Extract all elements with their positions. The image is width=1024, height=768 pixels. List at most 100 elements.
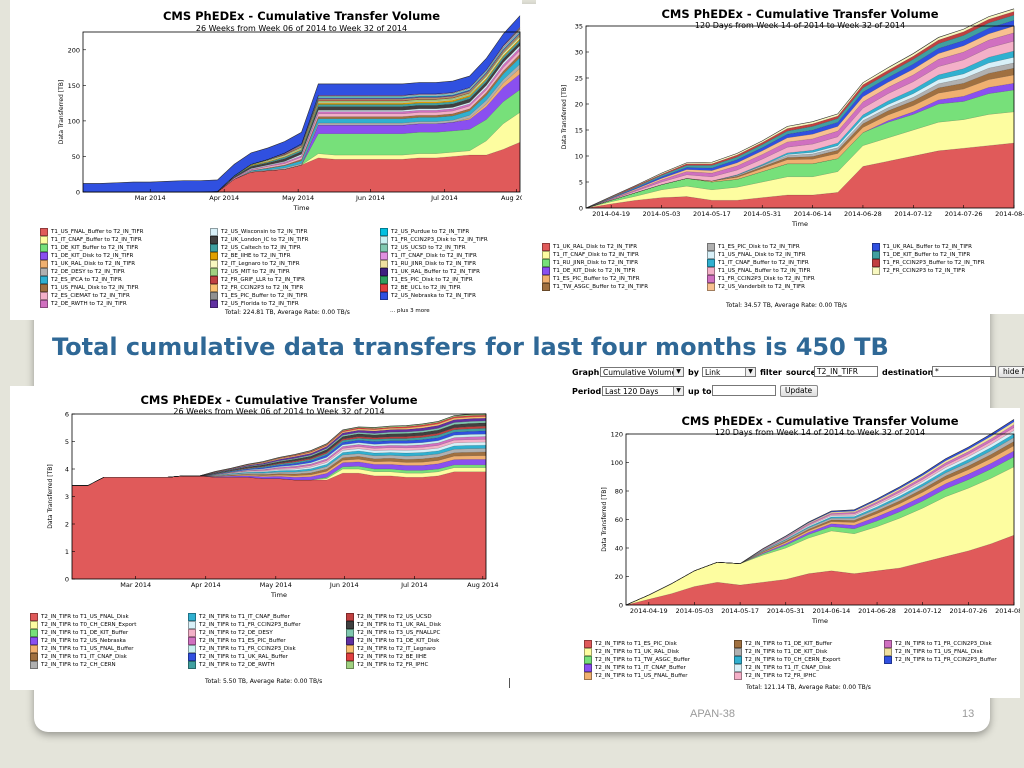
legend-label: T2_IN_TIFR to T1_FR_CCIN2P3_Disk bbox=[199, 646, 296, 652]
by-select-value: Link bbox=[705, 368, 721, 377]
legend-item: T2_IN_TIFR to T1_IT_CNAF_Buffer bbox=[584, 664, 686, 672]
y-tick-label: 30 bbox=[575, 49, 583, 57]
by-select[interactable]: Link ▼ bbox=[702, 367, 756, 377]
legend-label: T1_UK_RAL_Buffer to T2_IN_TIFR bbox=[883, 244, 972, 250]
legend-item: T1_US_FNAL_Disk to T2_IN_TIFR bbox=[40, 284, 139, 292]
legend-swatch bbox=[584, 656, 592, 664]
legend-swatch bbox=[380, 252, 388, 260]
legend-item: T1_UK_RAL_Disk to T2_IN_TIFR bbox=[40, 260, 135, 268]
legend-swatch bbox=[210, 292, 218, 300]
legend-label: T1_FR_CCIN2P3_Disk to T2_IN_TIFR bbox=[718, 276, 815, 282]
legend-item: T1_FR_CCIN2P3_Buffer to T2_IN_TIFR bbox=[872, 259, 985, 267]
query-form: Graph Cumulative Volume ▼ by Link ▼ filt… bbox=[570, 366, 1024, 406]
legend-swatch bbox=[380, 292, 388, 300]
legend-item: T2_IN_TIFR to T1_ES_PIC_Buffer bbox=[188, 637, 286, 645]
legend-swatch bbox=[542, 243, 550, 251]
slide-headline: Total cumulative data transfers for last… bbox=[52, 333, 889, 361]
upto-input[interactable] bbox=[712, 385, 776, 396]
legend-swatch bbox=[40, 268, 48, 276]
legend-label: T2_IN_TIFR to T1_US_FNAL_Buffer bbox=[595, 673, 688, 679]
legend-swatch bbox=[30, 629, 38, 637]
series-area-10 bbox=[625, 427, 1015, 606]
update-button[interactable]: Update bbox=[780, 385, 818, 397]
legend-label: T1_US_FNAL_Buffer to T2_IN_TIFR bbox=[51, 229, 144, 235]
legend-swatch bbox=[542, 283, 550, 291]
period-label: Period bbox=[572, 387, 602, 396]
y-tick-label: 6 bbox=[65, 411, 69, 419]
legend-swatch bbox=[188, 653, 196, 661]
source-input[interactable]: T2_IN_TIFR bbox=[814, 366, 878, 377]
x-tick-label: 2014-06-14 bbox=[813, 607, 851, 615]
legend-item: T1_FR_CCIN2P3_Disk to T2_IN_TIFR bbox=[707, 275, 815, 283]
y-tick-label: 120 bbox=[611, 431, 623, 439]
legend-label: T1_DE_KIT_Disk to T2_IN_TIFR bbox=[51, 253, 134, 259]
legend-item: T2_FR_CCIN2P3 to T2_IN_TIFR bbox=[210, 284, 303, 292]
legend-item: T2_IN_TIFR to T1_ES_PIC_Disk bbox=[584, 640, 677, 648]
legend-swatch bbox=[734, 672, 742, 680]
chart-title: CMS PhEDEx - Cumulative Transfer Volume bbox=[163, 9, 440, 23]
x-tick-label: Jul 2014 bbox=[400, 581, 427, 589]
legend-item: T2_IN_TIFR to T1_US_FNAL_Disk bbox=[30, 613, 129, 621]
y-tick-label: 15 bbox=[575, 127, 583, 135]
legend-swatch bbox=[188, 645, 196, 653]
legend-more: ... plus 3 more bbox=[390, 308, 430, 314]
legend-swatch bbox=[30, 661, 38, 669]
x-axis-label: Time bbox=[270, 591, 287, 599]
y-tick-label: 0 bbox=[619, 602, 623, 610]
series-area-15 bbox=[585, 11, 1015, 209]
stack-outline bbox=[585, 8, 1015, 209]
legend-label: T1_IT_CNAF_Disk to T2_IN_TIFR bbox=[391, 253, 477, 259]
legend-label: T2_BE_IIHE to T2_IN_TIFR bbox=[221, 253, 291, 259]
chart-subtitle: 26 Weeks from Week 06 of 2014 to Week 32… bbox=[196, 24, 407, 33]
x-tick-label: Jun 2014 bbox=[355, 194, 385, 202]
x-tick-label: 2014-07-12 bbox=[904, 607, 942, 615]
chart-svg: CMS PhEDEx - Cumulative Transfer Volume1… bbox=[561, 7, 1024, 228]
legend-label: T2_IN_TIFR to T1_DE_KIT_Disk bbox=[745, 649, 828, 655]
legend-swatch bbox=[40, 228, 48, 236]
legend-item: T1_DE_KIT_Disk to T2_IN_TIFR bbox=[40, 252, 133, 260]
x-tick-label: 2014-05-31 bbox=[767, 607, 805, 615]
y-tick-label: 5 bbox=[579, 179, 583, 187]
legend-item: T2_IN_TIFR to T2_US_UCSD bbox=[346, 613, 432, 621]
legend-swatch bbox=[584, 640, 592, 648]
x-tick-label: Mar 2014 bbox=[135, 194, 166, 202]
destination-input[interactable]: * bbox=[932, 366, 996, 377]
legend-swatch bbox=[188, 661, 196, 669]
y-tick-label: 20 bbox=[615, 573, 623, 581]
x-tick-label: 2014-08-09 bbox=[995, 210, 1024, 218]
legend-item: T1_DE_KIT_Buffer to T2_IN_TIFR bbox=[40, 244, 138, 252]
legend-item: T1_ES_PIC_Disk to T2_IN_TIFR bbox=[707, 243, 800, 251]
graph-select[interactable]: Cumulative Volume ▼ bbox=[600, 367, 684, 377]
legend-swatch bbox=[40, 244, 48, 252]
x-axis-label: Time bbox=[811, 617, 828, 625]
legend-item: T2_UK_London_IC to T2_IN_TIFR bbox=[210, 236, 308, 244]
x-tick-label: 2014-05-17 bbox=[721, 607, 759, 615]
legend-swatch bbox=[188, 637, 196, 645]
legend-label: T1_IT_CNAF_Buffer to T2_IN_TIFR bbox=[718, 260, 809, 266]
y-tick-label: 0 bbox=[76, 189, 80, 197]
period-select[interactable]: Last 120 Days ▼ bbox=[602, 386, 684, 396]
chart-panel-2: CMS PhEDEx - Cumulative Transfer Volume 1… bbox=[536, 0, 1024, 314]
legend-label: T1_ES_PIC_Buffer to T2_IN_TIFR bbox=[553, 276, 640, 282]
legend-swatch bbox=[707, 259, 715, 267]
legend-swatch bbox=[40, 284, 48, 292]
legend-swatch bbox=[872, 251, 880, 259]
legend-item: T2_IN_TIFR to T2_US_Nebraska bbox=[30, 637, 126, 645]
y-axis-label: Data Transferred [TB] bbox=[561, 85, 568, 149]
legend-swatch bbox=[542, 275, 550, 283]
legend-item: T2_US_Vanderbilt to T2_IN_TIFR bbox=[707, 283, 805, 291]
legend-label: T1_ES_PIC_Disk to T2_IN_TIFR bbox=[718, 244, 800, 250]
legend-item: T2_BE_UCL to T2_IN_TIFR bbox=[380, 284, 461, 292]
legend-item: T2_IN_TIFR to T1_IT_CNAF_Disk bbox=[734, 664, 831, 672]
legend-label: T1_FR_CCIN2P3_Disk to T2_IN_TIFR bbox=[391, 237, 488, 243]
y-tick-label: 5 bbox=[65, 438, 69, 446]
legend-swatch bbox=[30, 653, 38, 661]
legend-swatch bbox=[542, 259, 550, 267]
legend-label: T2_US_Florida to T2_IN_TIFR bbox=[221, 301, 299, 307]
x-tick-label: Apr 2014 bbox=[191, 581, 221, 589]
legend-label: T2_DE_RWTH to T2_IN_TIFR bbox=[51, 301, 127, 307]
hide-button[interactable]: hide M bbox=[998, 366, 1024, 378]
legend-swatch bbox=[346, 645, 354, 653]
legend-label: T1_UK_RAL_Disk to T2_IN_TIFR bbox=[553, 244, 638, 250]
legend-label: T2_IN_TIFR to T1_TW_ASGC_Buffer bbox=[595, 657, 691, 663]
